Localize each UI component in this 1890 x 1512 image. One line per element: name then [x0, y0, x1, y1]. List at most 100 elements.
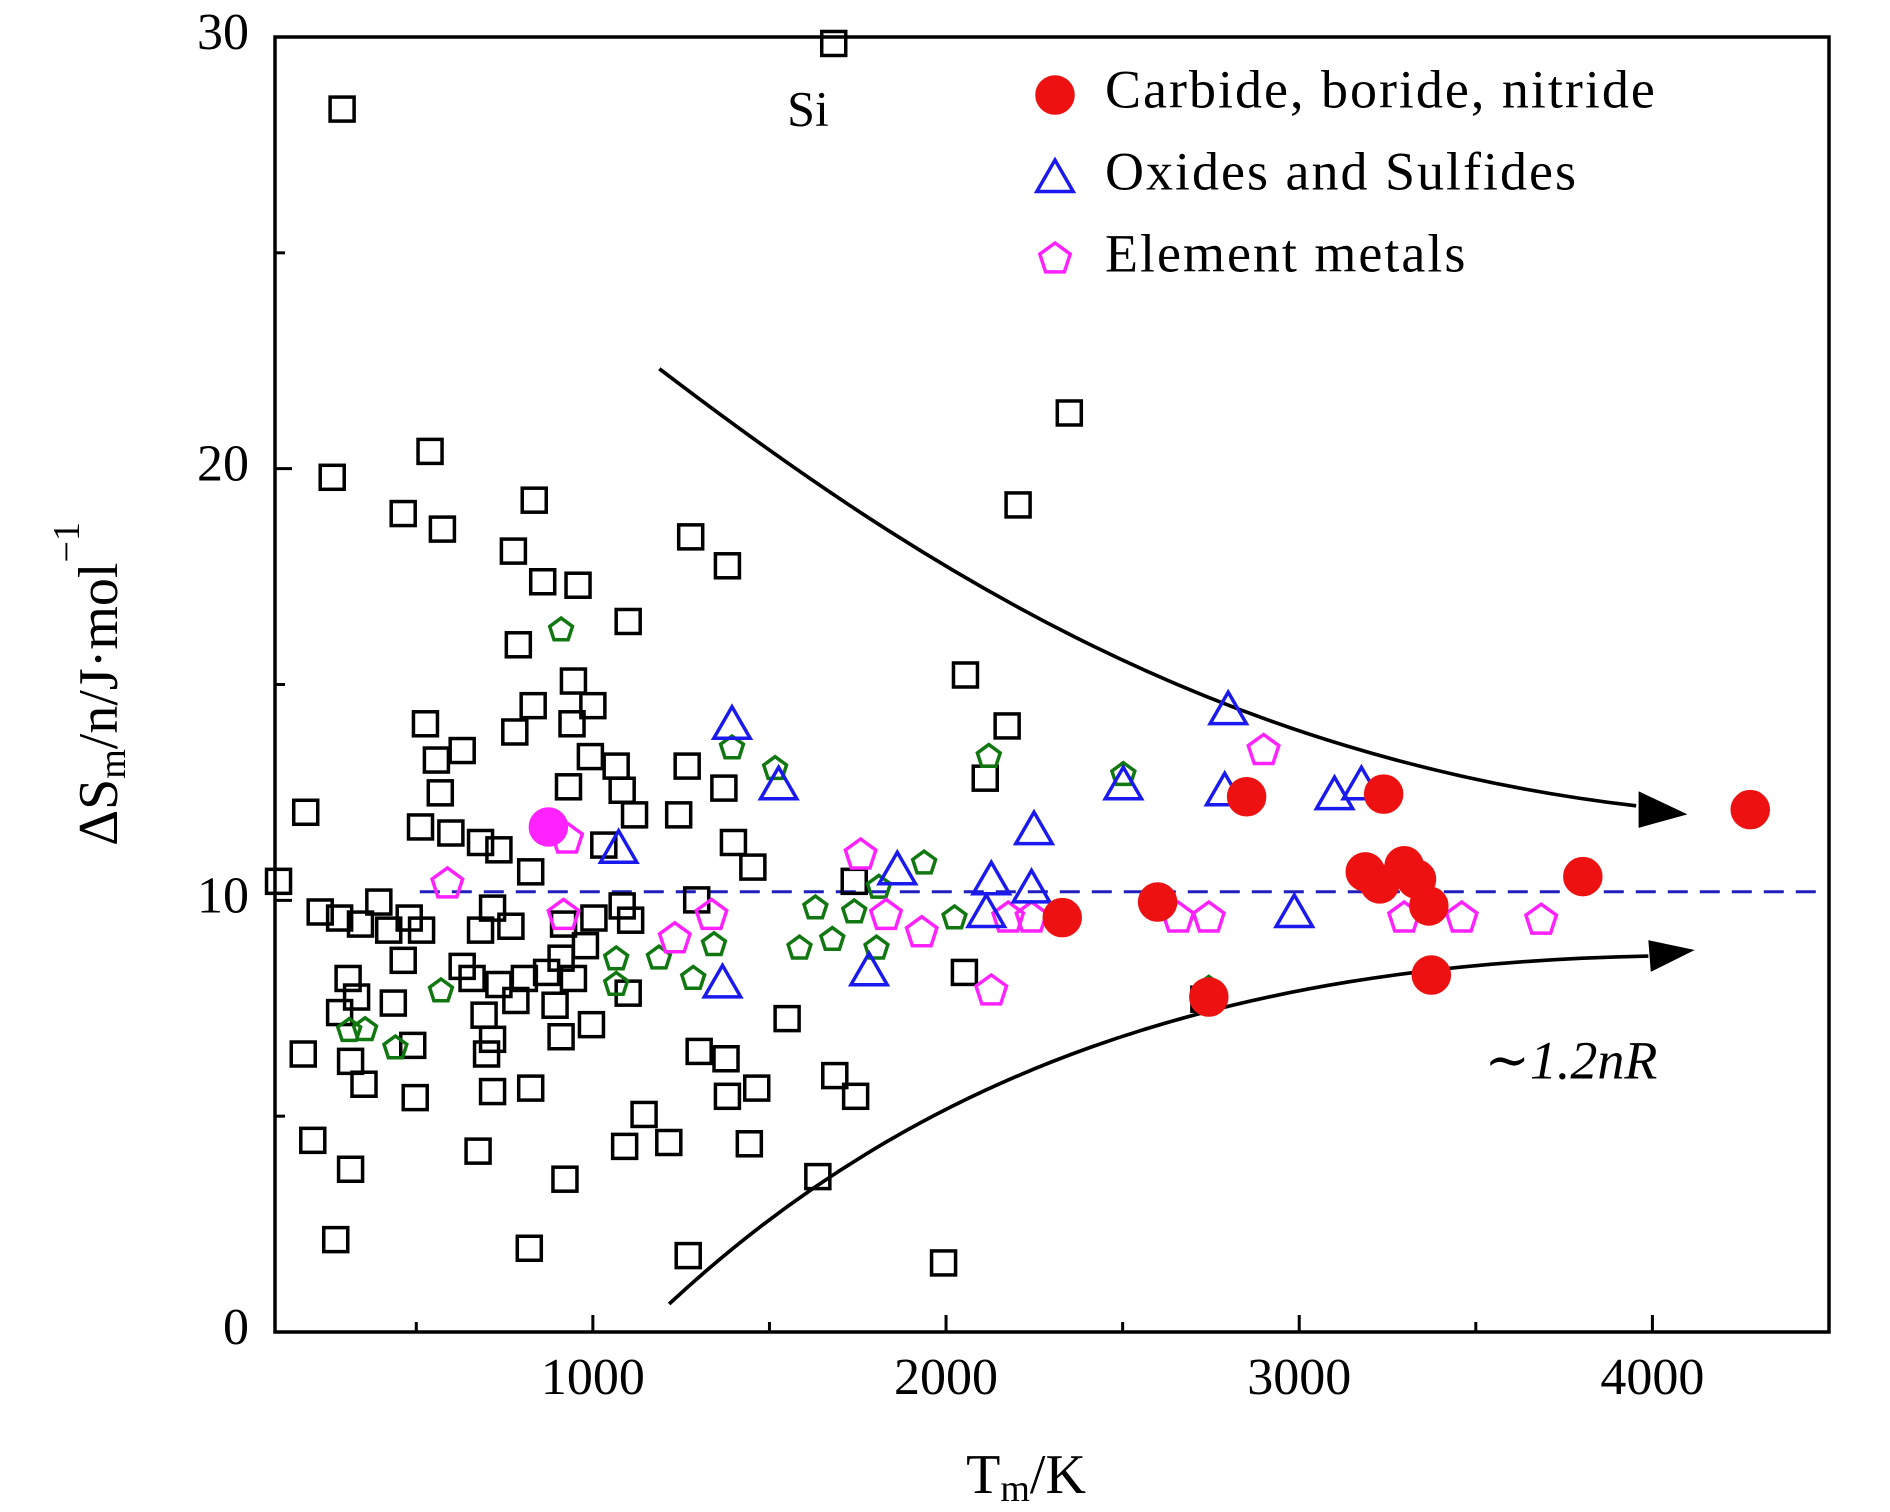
point	[847, 949, 891, 987]
point	[1444, 899, 1479, 933]
point	[501, 718, 529, 746]
point	[1363, 774, 1404, 814]
upper-arrow-head	[1638, 791, 1688, 828]
point	[398, 1031, 427, 1060]
point	[318, 463, 346, 492]
point	[299, 1126, 327, 1155]
point	[580, 904, 608, 932]
point	[478, 1025, 507, 1054]
point	[700, 930, 728, 957]
point	[910, 849, 938, 875]
point	[478, 894, 507, 922]
point	[843, 836, 878, 870]
point	[941, 903, 968, 930]
point	[559, 667, 588, 695]
y-tick-label: 20	[197, 436, 249, 493]
point	[321, 1225, 350, 1254]
point	[1042, 897, 1082, 938]
point	[291, 798, 320, 827]
xlabel-label-part: T	[966, 1444, 1000, 1506]
point	[819, 29, 848, 58]
point	[458, 964, 486, 993]
point	[478, 1077, 507, 1106]
legend-label: Oxides and Sulfides	[1105, 141, 1578, 201]
point	[1563, 856, 1603, 897]
point	[929, 1249, 958, 1277]
point	[975, 742, 1003, 769]
point	[719, 828, 748, 857]
point	[379, 989, 408, 1017]
point	[655, 1128, 683, 1157]
point	[264, 867, 293, 896]
point	[401, 1083, 429, 1112]
point	[547, 1022, 575, 1051]
point	[1191, 899, 1227, 933]
point	[328, 95, 356, 123]
point	[437, 819, 465, 847]
series	[1042, 774, 1770, 1017]
point	[334, 964, 362, 993]
point	[289, 1040, 318, 1068]
point	[761, 754, 789, 781]
point	[516, 858, 545, 886]
point	[1004, 491, 1032, 519]
xlabel-label-part: m	[1000, 1468, 1030, 1510]
point	[1109, 760, 1137, 787]
point	[742, 1074, 771, 1102]
point	[1102, 763, 1145, 801]
x-tick-label: 2000	[894, 1349, 998, 1406]
point	[710, 703, 754, 741]
ylabel-label-part: /n/J·mol	[68, 563, 130, 750]
point	[735, 1130, 764, 1158]
point	[679, 964, 707, 990]
point	[564, 571, 592, 599]
point	[466, 828, 495, 857]
legend-label: Carbide, boride, nitride	[1105, 59, 1657, 119]
point	[685, 1037, 713, 1066]
point	[1055, 399, 1084, 427]
point	[389, 499, 417, 528]
point	[863, 934, 890, 960]
point	[579, 691, 607, 720]
point	[1189, 977, 1229, 1017]
point	[821, 1061, 849, 1090]
point	[504, 631, 533, 659]
point	[713, 1082, 742, 1111]
point	[335, 1016, 363, 1043]
point	[365, 888, 393, 916]
point	[389, 946, 417, 975]
ylabel-label-part: −1	[46, 522, 88, 562]
point	[427, 976, 455, 1003]
point	[614, 607, 642, 636]
point	[1523, 902, 1559, 935]
point	[664, 801, 693, 829]
point	[701, 961, 744, 999]
point	[519, 691, 547, 720]
point	[951, 661, 980, 689]
ylabel-label-part: ΔS	[68, 779, 130, 846]
point	[472, 1040, 501, 1068]
point	[351, 1015, 379, 1042]
point	[532, 958, 561, 987]
point	[676, 523, 705, 551]
series	[528, 807, 569, 847]
legend-marker	[1035, 75, 1075, 115]
point	[718, 733, 746, 760]
x-tick-label: 3000	[1247, 1349, 1351, 1406]
point	[576, 742, 605, 771]
point	[546, 897, 581, 931]
point	[350, 1070, 378, 1098]
point	[608, 892, 636, 920]
point	[426, 779, 455, 807]
point	[577, 1010, 606, 1039]
point	[528, 568, 557, 596]
point	[554, 773, 583, 801]
point	[1012, 808, 1056, 846]
point	[616, 906, 645, 934]
point	[485, 836, 513, 864]
point	[342, 983, 371, 1011]
point	[1137, 882, 1178, 922]
point	[448, 736, 476, 765]
legend-marker	[1033, 156, 1077, 194]
